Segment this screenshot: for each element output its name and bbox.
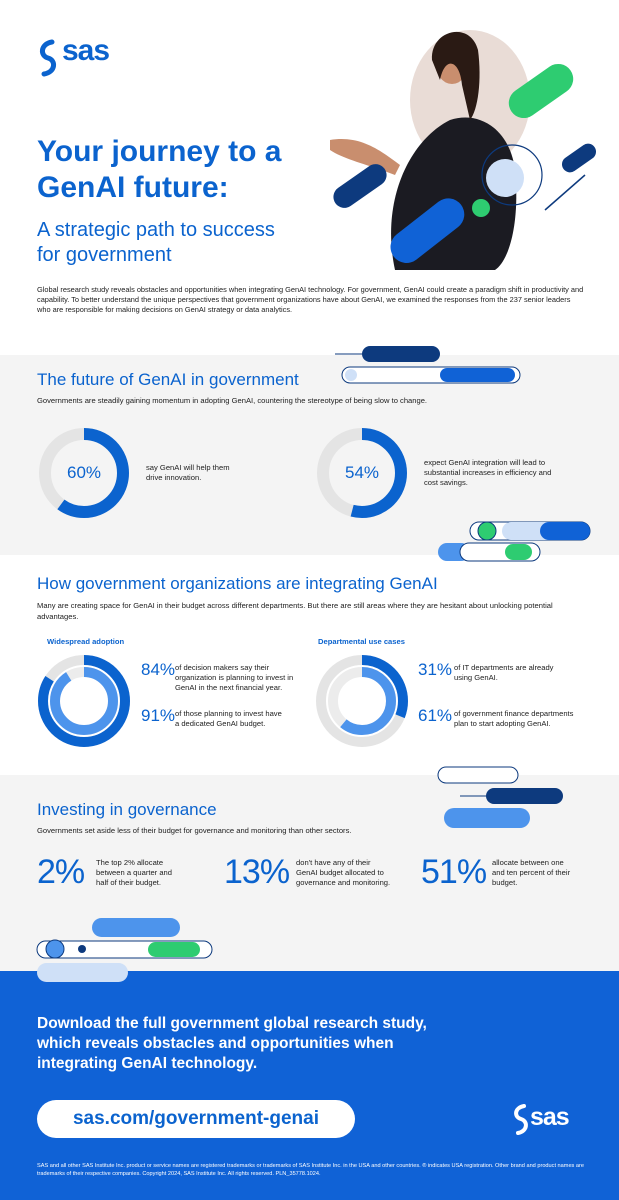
subtitle: A strategic path to success for governme… xyxy=(37,219,275,266)
stat-text: of decision makers say their organizatio… xyxy=(175,663,294,692)
logo-icon xyxy=(514,1104,528,1135)
section-title: The future of GenAI in government xyxy=(37,370,299,389)
stat-value: 60% xyxy=(66,463,102,482)
logo: sas xyxy=(530,1103,570,1131)
decorative-shapes xyxy=(36,63,597,982)
url-button[interactable]: sas.com/government-genai xyxy=(37,1100,355,1138)
donut-arc xyxy=(317,428,407,518)
donut-arc xyxy=(316,655,408,747)
donut-arc xyxy=(50,667,118,735)
panel-heading: Widespread adoption xyxy=(47,637,125,646)
stat-value: 13% xyxy=(224,853,290,891)
stat-text: The top 2% allocate between a quarter an… xyxy=(96,858,172,887)
section-title: Investing in governance xyxy=(37,800,217,819)
donut-arc xyxy=(39,428,129,518)
stat-value: 91% xyxy=(141,706,176,725)
donut-arc xyxy=(328,667,396,735)
stat-value: 31% xyxy=(418,660,453,679)
logo: sas xyxy=(62,34,110,67)
stat-text: say GenAI will help them drive innovatio… xyxy=(146,463,230,482)
stat-text: don't have any of their GenAI budget all… xyxy=(296,858,391,887)
stat-text: allocate between one and ten percent of … xyxy=(492,858,571,887)
stat-text: of government finance departments plan t… xyxy=(454,709,574,728)
stat-value: 54% xyxy=(344,463,380,482)
section-description: Governments are steadily gaining momentu… xyxy=(37,396,428,405)
call-to-action: Download the full government global rese… xyxy=(37,1015,427,1072)
stat-value: 84% xyxy=(141,660,176,679)
section-description: Governments set aside less of their budg… xyxy=(37,826,352,835)
stat-value: 61% xyxy=(418,706,453,725)
legal-text: SAS and all other SAS Institute Inc. pro… xyxy=(37,1163,584,1177)
title: Your journey to a GenAI future: xyxy=(37,135,282,204)
stat-text: of those planning to invest have a dedic… xyxy=(175,709,282,728)
panel-heading: Departmental use cases xyxy=(318,637,405,646)
footer-band xyxy=(0,971,619,1200)
donut-arc xyxy=(38,655,130,747)
section-description: Many are creating space for GenAI in the… xyxy=(37,601,553,621)
section-band xyxy=(0,775,619,971)
intro: Global research study reveals obstacles … xyxy=(37,285,584,314)
stat-value: 2% xyxy=(37,853,85,891)
stat-value: 51% xyxy=(421,853,487,891)
logo-icon xyxy=(40,39,56,77)
stat-text: expect GenAI integration will lead to su… xyxy=(424,458,552,487)
stat-text: of IT departments are already using GenA… xyxy=(454,663,554,682)
section-title: How government organizations are integra… xyxy=(37,574,438,593)
